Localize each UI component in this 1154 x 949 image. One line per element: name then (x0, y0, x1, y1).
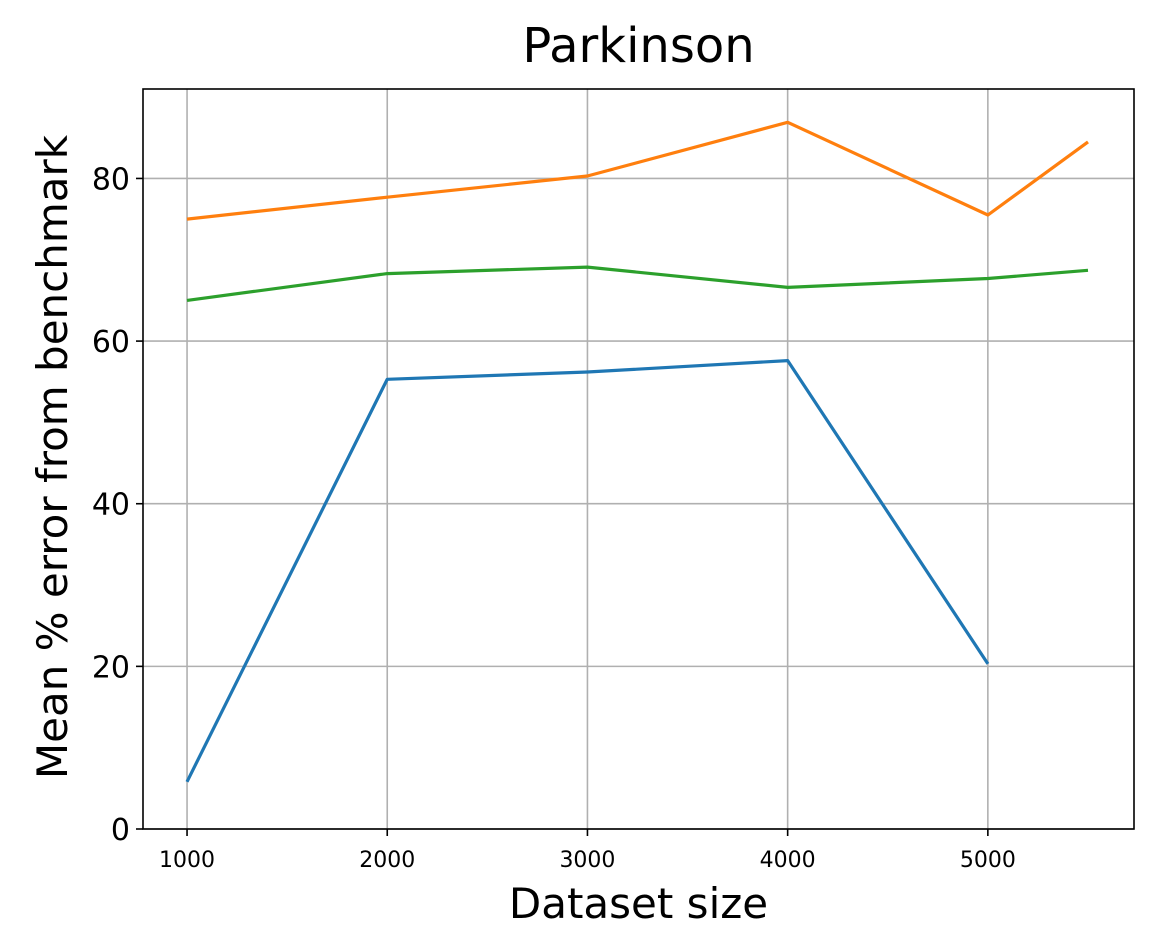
chart-title: Parkinson (522, 18, 754, 74)
y-tick-label: 40 (92, 488, 130, 523)
y-tick-label: 20 (92, 650, 130, 685)
plot-area-frame (142, 88, 1135, 830)
x-axis-ticks: 1000 2000 3000 4000 5000 (159, 829, 1016, 873)
y-axis-ticks: 0 20 40 60 80 (92, 162, 143, 848)
x-axis-title: Dataset size (509, 879, 768, 928)
y-tick-label: 80 (92, 162, 130, 197)
x-tick-label: 2000 (359, 848, 415, 873)
x-tick-label: 4000 (760, 848, 816, 873)
y-axis-title: Mean % error from benchmark (28, 134, 77, 779)
x-tick-label: 3000 (559, 848, 615, 873)
y-tick-label: 60 (92, 325, 130, 360)
x-tick-label: 5000 (960, 848, 1016, 873)
y-tick-label: 0 (111, 813, 130, 848)
x-tick-label: 1000 (159, 848, 215, 873)
series-line-1 (185, 359, 990, 783)
series-group (185, 120, 1089, 783)
series-line-2 (186, 120, 1089, 221)
x-grid-lines (186, 89, 989, 829)
series-line-3 (186, 265, 1089, 302)
